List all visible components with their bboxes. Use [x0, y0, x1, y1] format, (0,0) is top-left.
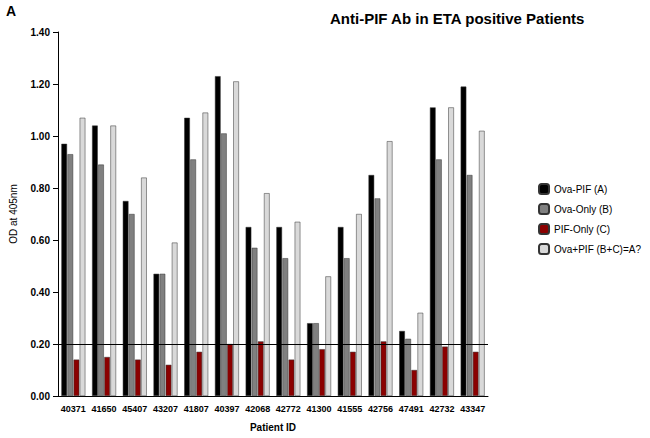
svg-text:Patient ID: Patient ID [250, 422, 296, 433]
svg-text:40371: 40371 [61, 404, 86, 414]
svg-text:PIF-Only (C): PIF-Only (C) [554, 224, 610, 235]
svg-text:41555: 41555 [337, 404, 362, 414]
svg-text:40397: 40397 [214, 404, 239, 414]
svg-text:A: A [6, 3, 16, 19]
svg-text:47491: 47491 [399, 404, 424, 414]
svg-text:Ova+PIF (B+C)=A?: Ova+PIF (B+C)=A? [554, 244, 641, 255]
svg-text:Ova-PIF (A): Ova-PIF (A) [554, 184, 607, 195]
svg-text:0.80: 0.80 [31, 183, 51, 194]
svg-text:41300: 41300 [307, 404, 332, 414]
svg-text:1.00: 1.00 [31, 131, 51, 142]
svg-text:43207: 43207 [153, 404, 178, 414]
svg-text:42772: 42772 [276, 404, 301, 414]
svg-text:0.00: 0.00 [31, 391, 51, 402]
svg-text:1.40: 1.40 [31, 27, 51, 38]
svg-text:0.60: 0.60 [31, 235, 51, 246]
svg-text:Anti-PIF Ab in ETA positive Pa: Anti-PIF Ab in ETA positive Patients [330, 10, 584, 27]
svg-text:OD at 405nm: OD at 405nm [8, 184, 19, 243]
svg-text:45407: 45407 [122, 404, 147, 414]
svg-text:41650: 41650 [92, 404, 117, 414]
svg-text:42756: 42756 [368, 404, 393, 414]
svg-text:43347: 43347 [460, 404, 485, 414]
svg-text:42068: 42068 [245, 404, 270, 414]
svg-text:1.20: 1.20 [31, 79, 51, 90]
svg-text:0.20: 0.20 [31, 339, 51, 350]
svg-text:Ova-Only (B): Ova-Only (B) [554, 204, 612, 215]
svg-text:41807: 41807 [184, 404, 209, 414]
svg-text:42732: 42732 [429, 404, 454, 414]
svg-text:0.40: 0.40 [31, 287, 51, 298]
